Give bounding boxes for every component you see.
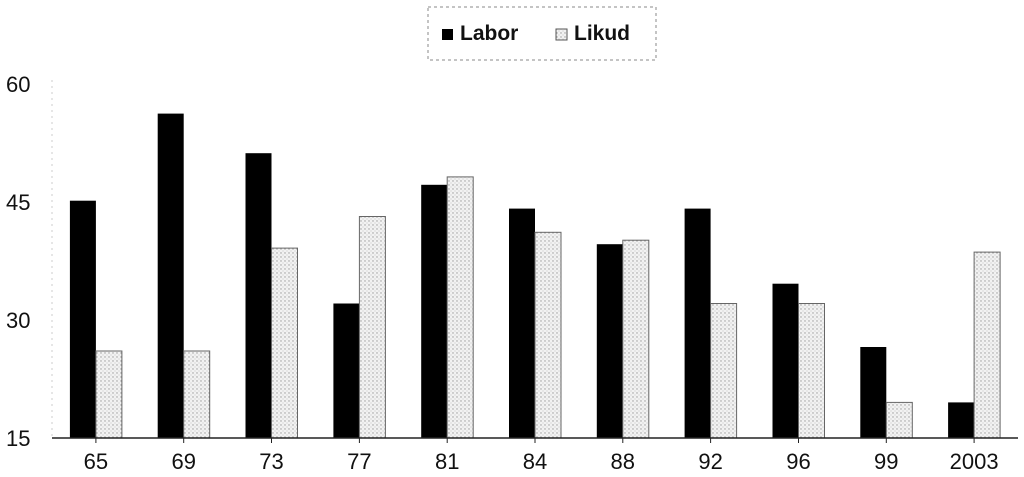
x-tick-label-65: 65 [84, 449, 108, 474]
bar-labor-92 [684, 208, 711, 438]
x-tick-label-88: 88 [611, 449, 635, 474]
bar-labor-69 [157, 113, 184, 438]
bar-labor-2003 [948, 402, 975, 438]
x-tick-label-92: 92 [698, 449, 722, 474]
bar-likud-65 [95, 350, 123, 439]
bar-labor-99 [860, 347, 887, 438]
x-axis: 65 69 73 77 81 84 88 92 96 99 2003 [84, 438, 999, 474]
legend-swatch-likud [555, 28, 568, 41]
y-axis: 60 45 30 15 [6, 72, 30, 451]
y-tick-label-15: 15 [6, 426, 30, 451]
y-tick-label-30: 30 [6, 308, 30, 333]
bar-likud-84 [534, 231, 562, 439]
x-tick-label-77: 77 [347, 449, 371, 474]
legend-box [427, 6, 657, 61]
x-tick-label-73: 73 [259, 449, 283, 474]
bar-labor-73 [245, 153, 272, 438]
x-tick-label-96: 96 [786, 449, 810, 474]
bar-labor-77 [333, 303, 360, 438]
x-tick-label-99: 99 [874, 449, 898, 474]
bar-likud-92 [710, 303, 738, 439]
x-tick-label-69: 69 [171, 449, 195, 474]
bar-likud-2003 [973, 251, 1001, 439]
x-tick-label-81: 81 [435, 449, 459, 474]
legend-label-likud: Likud [574, 22, 630, 45]
bar-labor-96 [772, 283, 799, 438]
legend: Labor Likud [427, 6, 657, 61]
bar-likud-69 [183, 350, 211, 439]
bar-likud-77 [358, 216, 386, 439]
legend-swatch-labor [442, 29, 453, 40]
bar-labor-81 [421, 184, 448, 438]
bar-likud-81 [446, 176, 474, 439]
bar-likud-99 [885, 401, 913, 439]
bar-labor-88 [596, 244, 623, 438]
bar-labor-65 [69, 200, 96, 438]
legend-label-labor: Labor [460, 22, 518, 45]
y-tick-label-45: 45 [6, 190, 30, 215]
bar-likud-96 [798, 303, 825, 439]
bar-likud-73 [271, 247, 298, 439]
bars [69, 113, 1001, 439]
x-tick-label-84: 84 [523, 449, 547, 474]
y-tick-label-60: 60 [6, 72, 30, 97]
bar-labor-84 [509, 208, 535, 438]
bar-likud-88 [622, 239, 650, 439]
x-tick-label-2003: 2003 [950, 449, 999, 474]
